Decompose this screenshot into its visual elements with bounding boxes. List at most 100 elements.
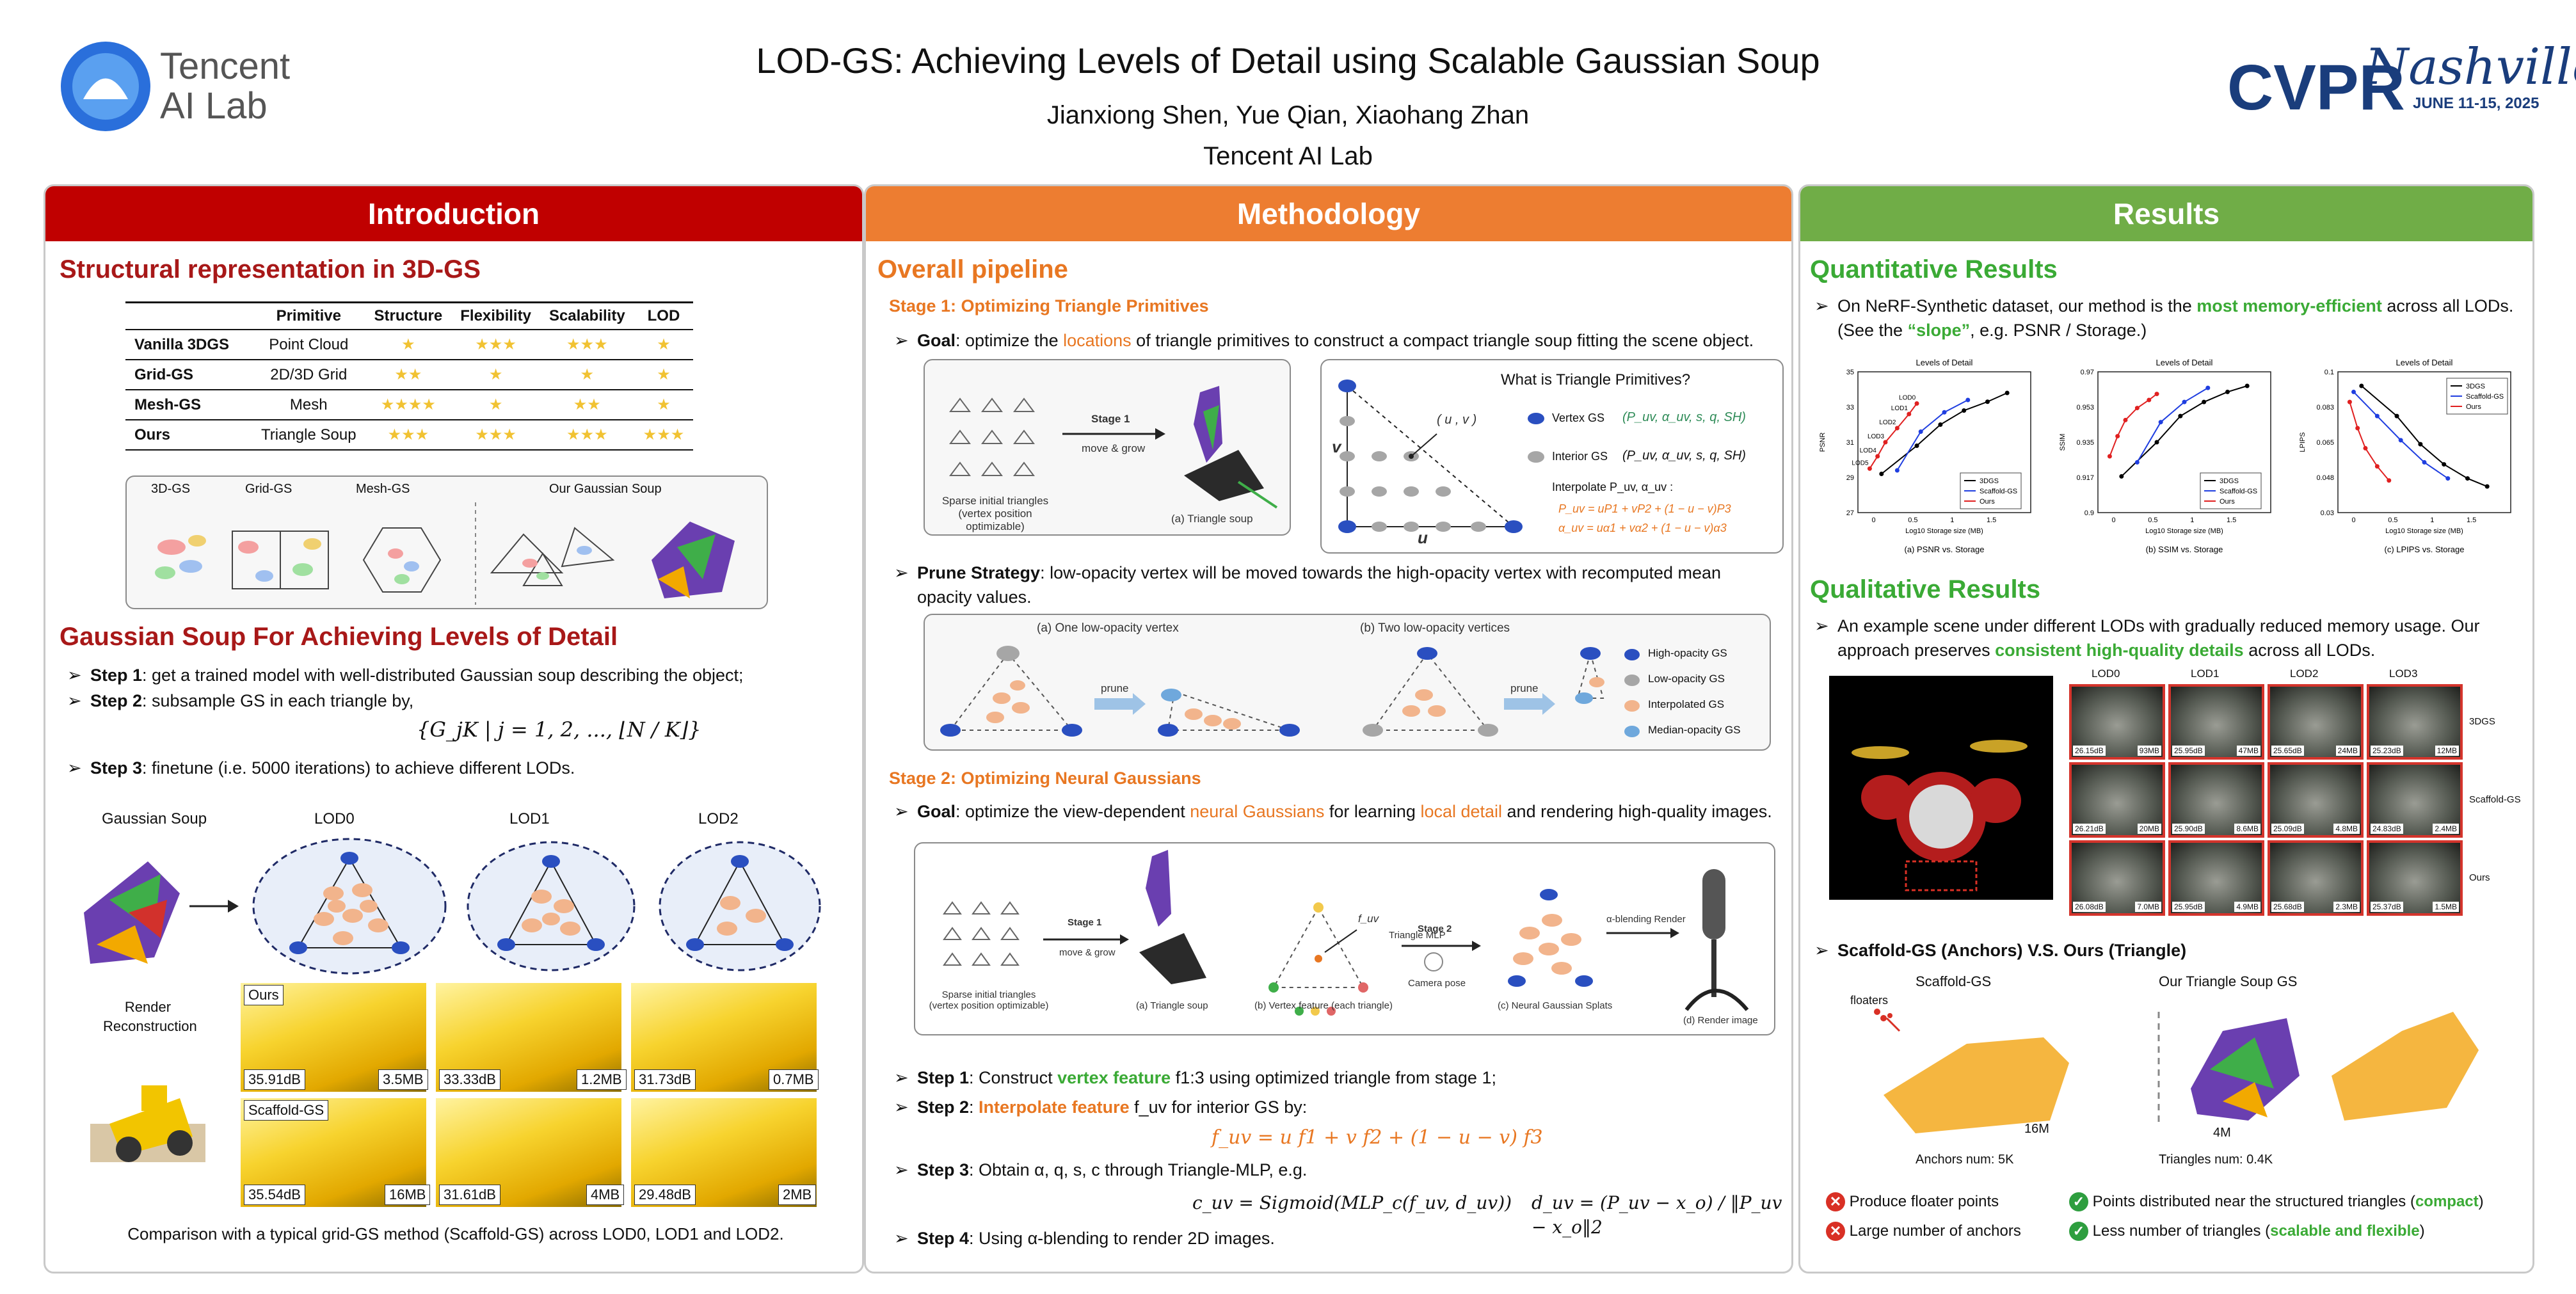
x-tick-label: 0.5 (2388, 516, 2397, 524)
table-row: Mesh-GS Mesh ★★★★ ★ ★★ ★ (125, 390, 694, 420)
qual-title: Qualitative Results (1810, 575, 2041, 603)
data-point (2123, 417, 2128, 422)
legend-label: Ours (2220, 498, 2235, 506)
fig-label-3dgs: 3D-GS (151, 482, 191, 496)
y-tick-label: 0.03 (2321, 509, 2334, 517)
cvpr-dates: JUNE 11-15, 2025 (2413, 95, 2540, 112)
chart-title: Levels of Detail (1916, 358, 1973, 367)
ours-tag: Ours (244, 985, 284, 1005)
legend-label: 3DGS (2466, 383, 2485, 390)
step-highlight: Interpolate feature (979, 1098, 1130, 1117)
data-point (1867, 466, 1872, 471)
interior-gs-swatch-icon (1528, 451, 1544, 463)
pro-item: ✓ Less number of triangles (scalable and… (2069, 1222, 2425, 1241)
series-line (2121, 385, 2248, 477)
step-text: f1:3 using optimized triangle from stage… (1171, 1068, 1496, 1087)
data-point (2442, 462, 2447, 467)
data-point (2374, 413, 2380, 419)
stage2-figure: Sparse initial triangles (vertex positio… (914, 842, 1775, 1035)
data-point (1907, 411, 1912, 417)
pro-item: ✓ Points distributed near the structured… (2069, 1192, 2484, 1211)
series-line (1896, 399, 1969, 471)
lod-thumbnail: 25.09dB 4.8MB (2268, 762, 2364, 838)
vertex-gs-label: Vertex GS (1552, 411, 1605, 424)
lod-annotation: LOD2 (1879, 419, 1896, 426)
x-tick-label: 1.5 (2227, 516, 2236, 524)
chart-title: Levels of Detail (2156, 358, 2213, 367)
legend-label: 3DGS (1980, 477, 1999, 485)
interp-eq2: α_uv = uα1 + vα2 + (1 − u − v)α3 (1558, 522, 1727, 534)
thumb-psnr: 26.15dB (2073, 746, 2106, 756)
data-point (2158, 420, 2163, 425)
data-point (1894, 426, 1900, 431)
thumb-psnr: 25.09dB (2271, 824, 2304, 834)
fig-label-gridgs: Grid-GS (245, 482, 292, 496)
data-point (2182, 399, 2187, 404)
vertex-feature-label: (b) Vertex feature (each triangle) (1254, 1000, 1393, 1011)
stage2-title: Stage 2: Optimizing Neural Gaussians (889, 769, 1201, 788)
lod-thumbnail: 25.68dB 2.3MB (2268, 840, 2364, 916)
legend-label: 3DGS (2220, 477, 2239, 485)
con-text: Large number of anchors (1849, 1222, 2021, 1240)
x-tick-label: 0 (2111, 516, 2115, 524)
data-point (2225, 389, 2230, 394)
table-cell: Vanilla 3DGS (125, 330, 252, 360)
stage2-diagram (943, 850, 1749, 1016)
goal-label: Goal (917, 802, 956, 821)
prim-axis-v: v (1332, 437, 1341, 456)
table-cell: Triangle Soup (252, 420, 365, 451)
thumb-size: 4.8MB (2333, 824, 2360, 834)
quant-title: Quantitative Results (1810, 255, 2058, 284)
thumb-size: 93MB (2137, 746, 2161, 756)
pro-text: Less number of triangles ( (2092, 1222, 2271, 1240)
move-grow-label: move & grow (1082, 442, 1146, 454)
table-cell: ★ (634, 360, 694, 390)
data-point (1914, 443, 1919, 448)
primitive-title: What is Triangle Primitives? (1501, 368, 1690, 392)
structural-title: Structural representation in 3D-GS (60, 255, 481, 284)
thumb-psnr: 26.21dB (2073, 824, 2106, 834)
data-point (2359, 383, 2364, 388)
pro-text: ) (2419, 1222, 2425, 1240)
y-tick-label: 27 (1846, 509, 1854, 517)
quant-text-b: across all LODs. (2381, 296, 2514, 316)
table-cell: ★ (365, 330, 452, 360)
table-header: LOD (634, 301, 694, 330)
data-point (2134, 406, 2140, 411)
fig-label-meshgs: Mesh-GS (356, 482, 410, 496)
step-label: Step 3 (917, 1160, 970, 1179)
lod-thumbnail: 26.21dB 20MB (2069, 762, 2165, 838)
table-cell: 2D/3D Grid (252, 360, 365, 390)
step-text: : Construct (969, 1068, 1058, 1087)
move-grow-label: move & grow (1059, 947, 1116, 958)
x-tick-label: 0.5 (2148, 516, 2157, 524)
thumb-size: 8.6MB (2234, 824, 2260, 834)
fig-label-soup: Our Gaussian Soup (549, 482, 662, 496)
thumb-psnr: 24.83dB (2371, 824, 2403, 834)
series-line (2136, 387, 2209, 463)
data-point (1938, 422, 1943, 427)
thumb-size: 47MB (2236, 746, 2260, 756)
triangles-num: Triangles num: 0.4K (2159, 1153, 2273, 1167)
step-label: Step 3 (90, 758, 143, 778)
y-axis-label: SSIM (2059, 434, 2067, 451)
chart-caption: (c) LPIPS vs. Storage (2385, 545, 2465, 554)
x-tick-label: 0 (2351, 516, 2355, 524)
x-tick-label: 1 (2190, 516, 2194, 524)
logo-line1: Tencent (160, 45, 291, 87)
lod-thumbnail: 25.37dB 1.5MB (2367, 840, 2463, 916)
result-size: 0.7MB (769, 1069, 819, 1090)
legend-median-opacity: Median-opacity GS (1648, 724, 1741, 736)
data-point (1875, 454, 1880, 459)
y-tick-label: 0.1 (2324, 369, 2334, 376)
table-header-row: Primitive Structure Flexibility Scalabil… (125, 301, 694, 330)
x-tick-label: 1 (2430, 516, 2434, 524)
floaters-label: floaters (1850, 994, 1889, 1007)
data-point (2387, 478, 2392, 483)
goal-highlight: neural Gaussians (1190, 802, 1325, 821)
y-tick-label: 0.953 (2076, 404, 2094, 411)
method-step3: Step 3: Obtain α, q, s, c through Triang… (894, 1158, 1775, 1182)
lod-annotation: LOD0 (1899, 395, 1916, 402)
data-point (2398, 438, 2403, 443)
comparison-table: Primitive Structure Flexibility Scalabil… (125, 301, 694, 451)
